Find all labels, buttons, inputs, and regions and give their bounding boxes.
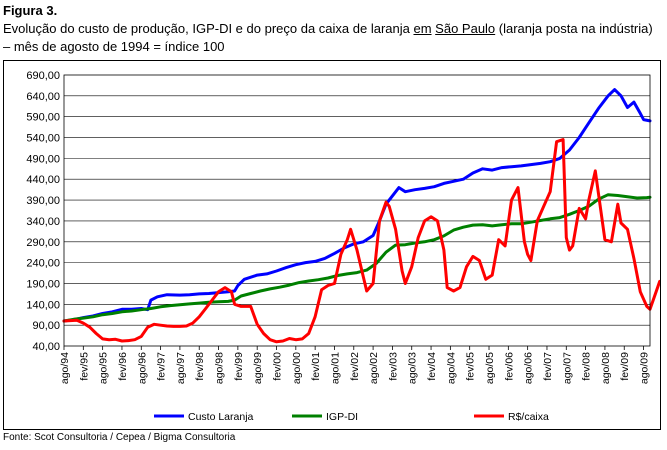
- y-tick-label: 90,00: [32, 320, 60, 332]
- x-tick-label: ago/99: [252, 352, 264, 384]
- x-tick-label: ago/95: [98, 352, 110, 384]
- x-tick-label: fev/02: [349, 352, 361, 381]
- y-tick-label: 540,00: [26, 133, 60, 145]
- caption-underlined-1: em: [413, 21, 432, 36]
- y-tick-label: 390,00: [26, 195, 60, 207]
- x-tick-label: ago/06: [523, 352, 535, 384]
- source-note: Fonte: Scot Consultoria / Cepea / Bigma …: [3, 432, 236, 443]
- legend-label: R$/caixa: [508, 411, 549, 423]
- x-tick-label: fev/99: [233, 352, 245, 381]
- plot-area-border: [63, 74, 651, 347]
- x-tick-label: fev/03: [387, 352, 399, 381]
- x-tick-label: fev/05: [465, 352, 477, 381]
- caption-text-3: (laranja posta na indústria) – mês de ag…: [3, 21, 653, 54]
- x-tick-label: fev/95: [78, 352, 90, 381]
- line-chart: 690,00 640,00 590,00 540,00 490,00 440,00 390,…: [26, 70, 660, 423]
- y-tick-label: 440,00: [26, 174, 60, 186]
- x-tick-label: ago/03: [407, 352, 419, 384]
- figure-caption: Evolução do custo de produção, IGP-DI e …: [3, 20, 663, 56]
- series-lines: [62, 88, 660, 344]
- legend: Custo Laranja IGP-DI R$/caixa: [154, 411, 549, 423]
- y-tick-label: 340,00: [26, 216, 60, 228]
- y-tick-label: 190,00: [26, 278, 60, 290]
- x-tick-label: fev/06: [503, 352, 515, 381]
- y-tick-label: 490,00: [26, 153, 60, 165]
- x-tick-label: ago/05: [484, 352, 496, 384]
- x-tick-label: fev/08: [581, 352, 593, 381]
- x-tick-label: fev/01: [310, 352, 322, 381]
- series-line-0: [62, 88, 652, 323]
- grid: [64, 95, 650, 326]
- y-tick-label: 140,00: [26, 299, 60, 311]
- x-tick-label: ago/07: [561, 352, 573, 384]
- y-tick-label: 640,00: [26, 91, 60, 103]
- x-tick-label: ago/01: [329, 352, 341, 384]
- y-tick-label: 290,00: [26, 237, 60, 249]
- x-tick-label: fev/00: [272, 352, 284, 381]
- chart-frame: 690,00 640,00 590,00 540,00 490,00 440,00 390,…: [3, 60, 661, 430]
- y-tick-label: 590,00: [26, 112, 60, 124]
- x-tick-label: ago/00: [291, 352, 303, 384]
- x-tick-label: fev/97: [156, 352, 168, 381]
- y-tick-label: 40,00: [32, 341, 60, 353]
- y-tick-label: 690,00: [26, 70, 60, 82]
- x-tick-label: ago/02: [368, 352, 380, 384]
- caption-underlined-2: São Paulo: [435, 21, 496, 36]
- y-tick-label: 240,00: [26, 258, 60, 270]
- x-tick-labels: ago/94 fev/95 ago/95 fev/96 ago/96 fev/97 ago/…: [59, 352, 651, 384]
- x-tick-label: ago/04: [445, 352, 457, 384]
- x-tick-label: ago/94: [59, 352, 71, 384]
- x-tick-label: fev/04: [426, 352, 438, 381]
- legend-label: IGP-DI: [326, 411, 358, 423]
- x-tick-label: ago/98: [214, 352, 226, 384]
- x-tick-label: fev/96: [117, 352, 129, 381]
- series-line-1: [62, 193, 652, 323]
- x-tick-label: ago/09: [639, 352, 651, 384]
- x-tick-label: ago/97: [175, 352, 187, 384]
- caption-text-1: Evolução do custo de produção, IGP-DI e …: [3, 21, 414, 36]
- y-tick-labels: 690,00 640,00 590,00 540,00 490,00 440,00 390,…: [26, 70, 60, 353]
- legend-label: Custo Laranja: [188, 411, 254, 423]
- axes: [63, 74, 651, 350]
- figure-label: Figura 3.: [3, 3, 58, 18]
- series-line-2: [62, 138, 660, 344]
- x-tick-label: ago/96: [136, 352, 148, 384]
- x-tick-label: ago/08: [600, 352, 612, 384]
- x-tick-label: fev/09: [619, 352, 631, 381]
- x-tick-label: fev/07: [542, 352, 554, 381]
- x-tick-label: fev/98: [194, 352, 206, 381]
